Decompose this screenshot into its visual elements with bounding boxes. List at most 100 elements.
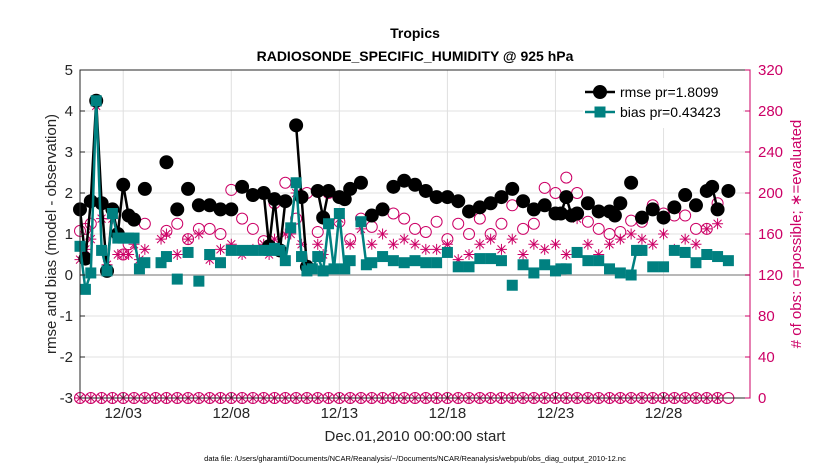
data-point <box>343 181 358 196</box>
data-point <box>171 273 183 285</box>
data-point <box>171 217 184 230</box>
y-tick-label: 4 <box>65 103 73 120</box>
data-point <box>474 253 486 265</box>
data-point <box>96 244 108 256</box>
data-point <box>256 186 271 200</box>
data-point <box>647 238 659 250</box>
data-point <box>387 255 399 267</box>
data-point <box>419 225 432 238</box>
data-point <box>236 212 249 225</box>
data-point <box>127 212 142 227</box>
data-point <box>128 232 140 244</box>
y-right-tick-label: 320 <box>758 62 783 79</box>
y-right-tick-label: 200 <box>758 185 783 202</box>
data-point <box>139 243 151 255</box>
data-point <box>160 251 172 263</box>
data-point <box>560 249 572 260</box>
data-point <box>398 233 410 245</box>
y-tick-label: 0 <box>65 267 73 284</box>
data-point <box>667 200 682 215</box>
data-point <box>539 243 551 255</box>
axes: 12/03 12/08 12/13 12/18 12/23 12/28 -3 -2 -1 0 1 2 3… <box>60 62 783 422</box>
y-right-tick-label: 40 <box>758 349 775 366</box>
data-point <box>592 222 605 235</box>
data-point <box>483 196 498 211</box>
data-point <box>408 177 422 192</box>
data-point <box>560 263 572 275</box>
data-point <box>375 202 390 217</box>
data-point <box>505 181 520 196</box>
x-tick-label: 12/08 <box>213 405 251 422</box>
y-right-tick-label: 0 <box>758 390 766 407</box>
data-point <box>290 177 302 189</box>
data-point <box>710 202 725 217</box>
data-point <box>463 249 475 260</box>
data-point <box>431 257 443 269</box>
data-point <box>214 228 227 240</box>
data-point <box>366 238 378 250</box>
y-axis-label-right: # of obs: o=possible; ∗=evaluated <box>788 120 805 349</box>
data-point <box>495 217 508 230</box>
y-right-tick-label: 80 <box>758 308 775 325</box>
data-point <box>79 283 91 295</box>
data-point <box>485 253 497 265</box>
data-point <box>311 225 324 238</box>
data-point <box>418 183 433 198</box>
data-point <box>116 177 131 192</box>
data-point <box>463 228 476 240</box>
data-point <box>721 183 736 198</box>
data-point <box>679 209 692 222</box>
data-point <box>123 249 135 260</box>
y-right-tick-label: 240 <box>758 144 783 161</box>
data-point <box>538 181 551 194</box>
x-tick-label: 12/18 <box>429 405 467 422</box>
data-point <box>344 255 356 267</box>
data-point <box>517 249 529 260</box>
data-point <box>420 257 432 269</box>
data-point <box>516 194 531 209</box>
data-point <box>139 257 151 269</box>
data-point <box>539 259 551 271</box>
data-point <box>679 246 691 258</box>
data-point <box>614 233 626 245</box>
x-tick-label: 12/28 <box>645 405 683 422</box>
data-point <box>409 255 421 267</box>
data-point <box>312 238 324 250</box>
data-point <box>537 198 552 213</box>
data-point <box>236 244 248 256</box>
data-point <box>364 208 379 223</box>
data-point <box>387 238 399 250</box>
legend-label: bias pr=0.43423 <box>620 104 721 120</box>
data-point <box>398 257 410 269</box>
data-point <box>90 95 102 107</box>
data-point <box>366 257 378 269</box>
data-point <box>420 243 432 255</box>
data-point <box>701 223 713 235</box>
data-point <box>106 208 118 219</box>
data-point <box>495 243 507 255</box>
data-point <box>296 251 308 263</box>
y-tick-label: -3 <box>60 390 73 407</box>
data-point <box>688 198 703 213</box>
data-point <box>593 255 605 267</box>
data-point <box>214 243 226 255</box>
data-point <box>204 249 216 260</box>
data-point <box>159 155 174 170</box>
data-point <box>668 244 680 256</box>
data-point <box>377 228 389 240</box>
data-point <box>517 222 530 235</box>
data-point <box>353 175 368 190</box>
data-point <box>85 267 97 279</box>
y-right-tick-label: 280 <box>758 103 783 120</box>
data-point <box>312 251 324 263</box>
data-point <box>398 212 411 225</box>
data-point <box>625 269 637 281</box>
data-point <box>137 181 152 196</box>
data-point <box>656 210 671 225</box>
data-point <box>506 233 518 245</box>
x-tick-label: 12/13 <box>321 405 359 422</box>
data-point <box>636 244 648 256</box>
legend-marker <box>593 85 607 99</box>
data-point <box>182 246 194 258</box>
